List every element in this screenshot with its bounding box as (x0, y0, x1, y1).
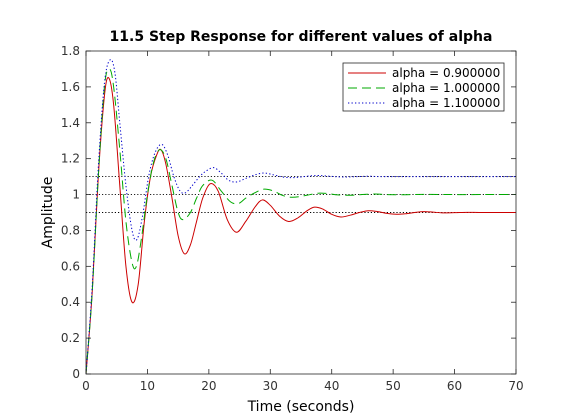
axis-ticks: 0 10 20 30 40 50 60 70 0 0.2 0.4 0.6 0.8 1 1.2 1.4 1.6 1.… (61, 44, 524, 393)
plot-frame (85, 50, 517, 375)
chart-title: 11.5 Step Response for different values … (110, 29, 493, 45)
series-line-2 (85, 68, 516, 375)
y-tick-label: 1.8 (61, 44, 80, 58)
y-tick-label: 0.8 (61, 223, 80, 237)
x-tick-label: 0 (82, 379, 90, 393)
y-tick-label: 0.2 (61, 331, 80, 345)
y-tick-label: 1.6 (61, 80, 80, 94)
series-line-1 (85, 77, 516, 375)
legend-label-1: alpha = 0.900000 (392, 66, 500, 80)
y-axis-label: Amplitude (40, 177, 56, 249)
y-tick-label: 0.6 (61, 259, 80, 273)
x-tick-label: 40 (324, 379, 339, 393)
x-tick-label: 50 (386, 379, 401, 393)
x-tick-label: 10 (140, 379, 155, 393)
y-tick-label: 0 (72, 367, 80, 381)
y-tick-label: 1.4 (61, 116, 80, 130)
legend-label-3: alpha = 1.100000 (392, 96, 500, 110)
x-tick-label: 70 (508, 379, 523, 393)
series-group (85, 59, 516, 375)
y-tick-label: 0.4 (61, 295, 80, 309)
x-tick-label: 30 (263, 379, 278, 393)
series-line-3 (85, 59, 516, 375)
x-tick-label: 60 (447, 379, 462, 393)
y-tick-label: 1 (72, 188, 80, 202)
x-axis-label: Time (seconds) (247, 399, 355, 415)
y-tick-label: 1.2 (61, 152, 80, 166)
legend-label-2: alpha = 1.000000 (392, 81, 500, 95)
x-tick-label: 20 (201, 379, 216, 393)
